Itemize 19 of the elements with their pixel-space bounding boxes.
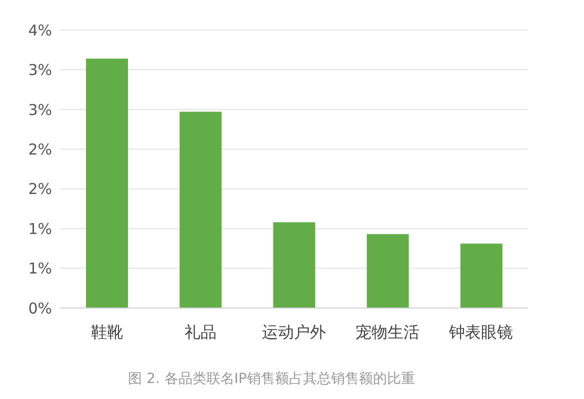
y-tick-label: 2% (28, 140, 52, 158)
caption: 图 2. 各品类联名IP销售额占其总销售额的比重 (128, 370, 415, 388)
bar (460, 244, 502, 308)
x-tick-label: 宠物生活 (356, 322, 420, 342)
bar (366, 234, 409, 308)
x-tick-label: 钟表眼镜 (448, 322, 514, 342)
bar (180, 112, 222, 308)
x-tick-label: 鞋靴 (90, 322, 123, 342)
y-tick-label: 3% (28, 61, 52, 80)
bar (86, 58, 128, 308)
x-tick-label: 礼品 (184, 322, 216, 342)
y-tick-label: 1% (28, 220, 52, 238)
y-tick-label: 2% (28, 180, 52, 198)
y-tick-label: 1% (28, 260, 52, 278)
x-tick-label: 运动户外 (262, 322, 326, 342)
y-tick-label: 3% (28, 100, 52, 119)
y-tick-label: 4% (28, 21, 52, 40)
bar (273, 222, 316, 308)
y-tick-label: 0% (28, 299, 52, 318)
